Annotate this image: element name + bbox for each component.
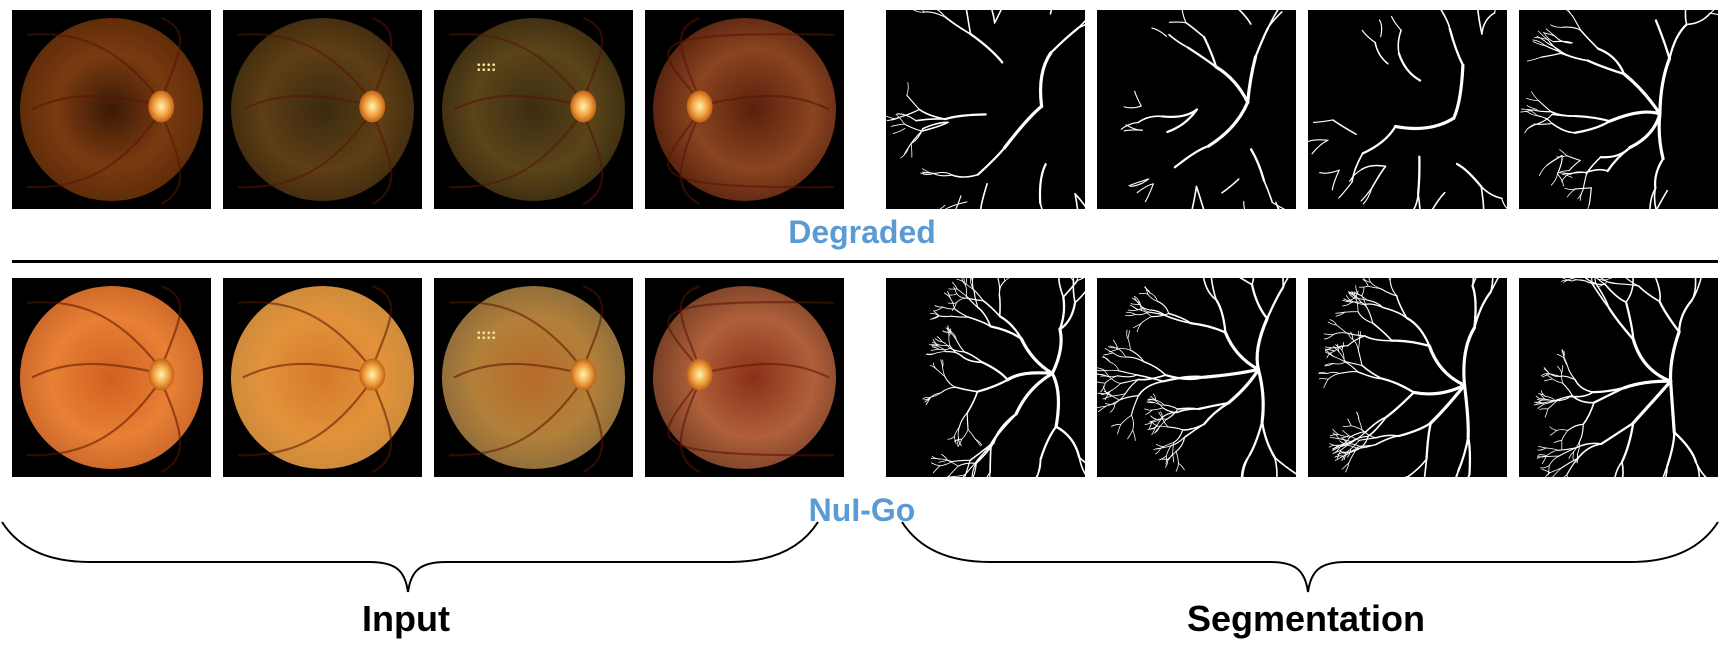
- degraded-fundus-4: [645, 10, 844, 209]
- degraded-segmentation-1: [886, 10, 1085, 209]
- nuigo-segmentation-4: [1519, 278, 1718, 477]
- degraded-fundus-1: [12, 10, 211, 209]
- segmentation-bracket: [901, 521, 1719, 593]
- degraded-segmentation-2: [1097, 10, 1296, 209]
- degraded-fundus-2: [223, 10, 422, 209]
- input-bracket: [1, 521, 819, 593]
- nuigo-fundus-1: [12, 278, 211, 477]
- degraded-segmentation-3: [1308, 10, 1507, 209]
- row-label-degraded: Degraded: [788, 214, 936, 250]
- nuigo-segmentation-2: [1097, 278, 1296, 477]
- nuigo-segmentation-1: [886, 278, 1085, 477]
- nuigo-fundus-4: [645, 278, 844, 477]
- input-label: Input: [362, 598, 450, 639]
- nuigo-fundus-3: [434, 278, 633, 477]
- degraded-segmentation-4: [1519, 10, 1718, 209]
- divider-line: [12, 260, 1718, 263]
- segmentation-label: Segmentation: [1187, 598, 1426, 639]
- nuigo-segmentation-3: [1308, 278, 1507, 477]
- row-label-nuigo: NuI-Go: [808, 492, 916, 528]
- degraded-fundus-3: [434, 10, 633, 209]
- nuigo-fundus-2: [223, 278, 422, 477]
